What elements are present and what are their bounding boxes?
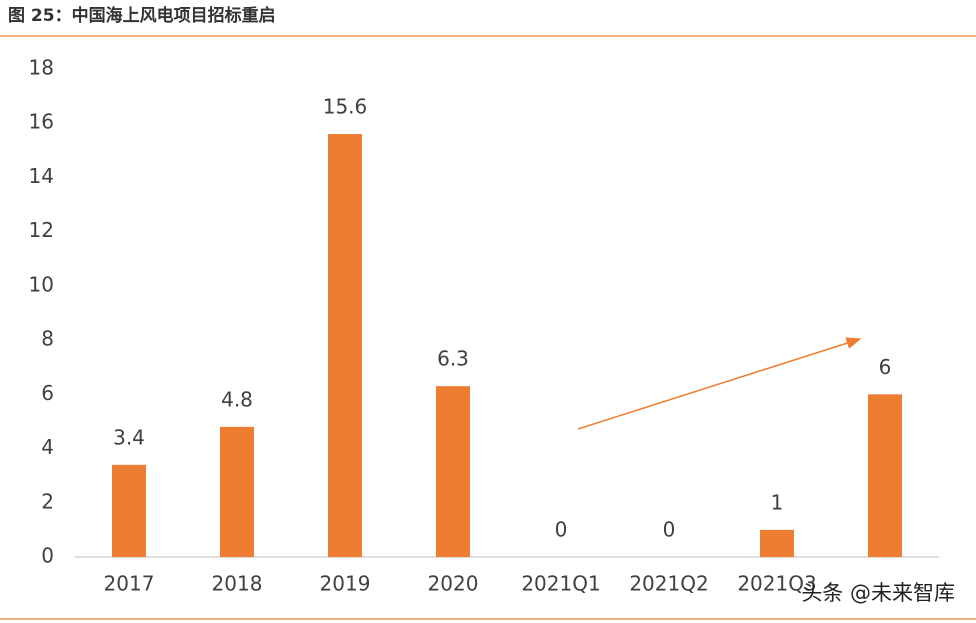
value-label: 6	[879, 355, 892, 379]
value-label: 15.6	[323, 95, 368, 119]
y-tick-label: 10	[29, 272, 54, 296]
y-tick-label: 16	[29, 110, 54, 134]
bar	[868, 394, 902, 557]
y-tick-label: 4	[41, 435, 54, 459]
bar	[760, 529, 794, 557]
bar	[112, 464, 146, 557]
trend-arrow	[577, 337, 862, 430]
bar	[328, 134, 362, 558]
y-tick-label: 0	[41, 544, 54, 568]
y-tick-label: 2	[41, 489, 54, 513]
y-tick-label: 18	[29, 56, 54, 80]
watermark: 头条 @未来智库	[801, 581, 955, 605]
value-label: 4.8	[221, 387, 253, 411]
value-label: 3.4	[113, 425, 145, 449]
value-label: 0	[555, 518, 568, 542]
value-label: 6.3	[437, 347, 469, 371]
x-tick-label: 2019	[320, 572, 371, 596]
y-tick-label: 8	[41, 327, 54, 351]
x-tick-label: 2021Q3	[737, 572, 816, 596]
chart-title: 图 25：中国海上风电项目招标重启	[8, 5, 276, 26]
x-tick-label: 2021Q2	[629, 572, 708, 596]
x-tick-label: 2021Q1	[521, 572, 600, 596]
value-label: 0	[663, 518, 676, 542]
value-label: 1	[771, 490, 784, 514]
x-tick-label: 2018	[212, 572, 263, 596]
y-tick-label: 14	[29, 164, 54, 188]
bar	[220, 426, 254, 557]
y-tick-label: 6	[41, 381, 54, 405]
x-tick-label: 2017	[104, 572, 155, 596]
x-tick-label: 2020	[428, 572, 479, 596]
y-tick-label: 12	[29, 218, 54, 242]
bar	[436, 386, 470, 557]
